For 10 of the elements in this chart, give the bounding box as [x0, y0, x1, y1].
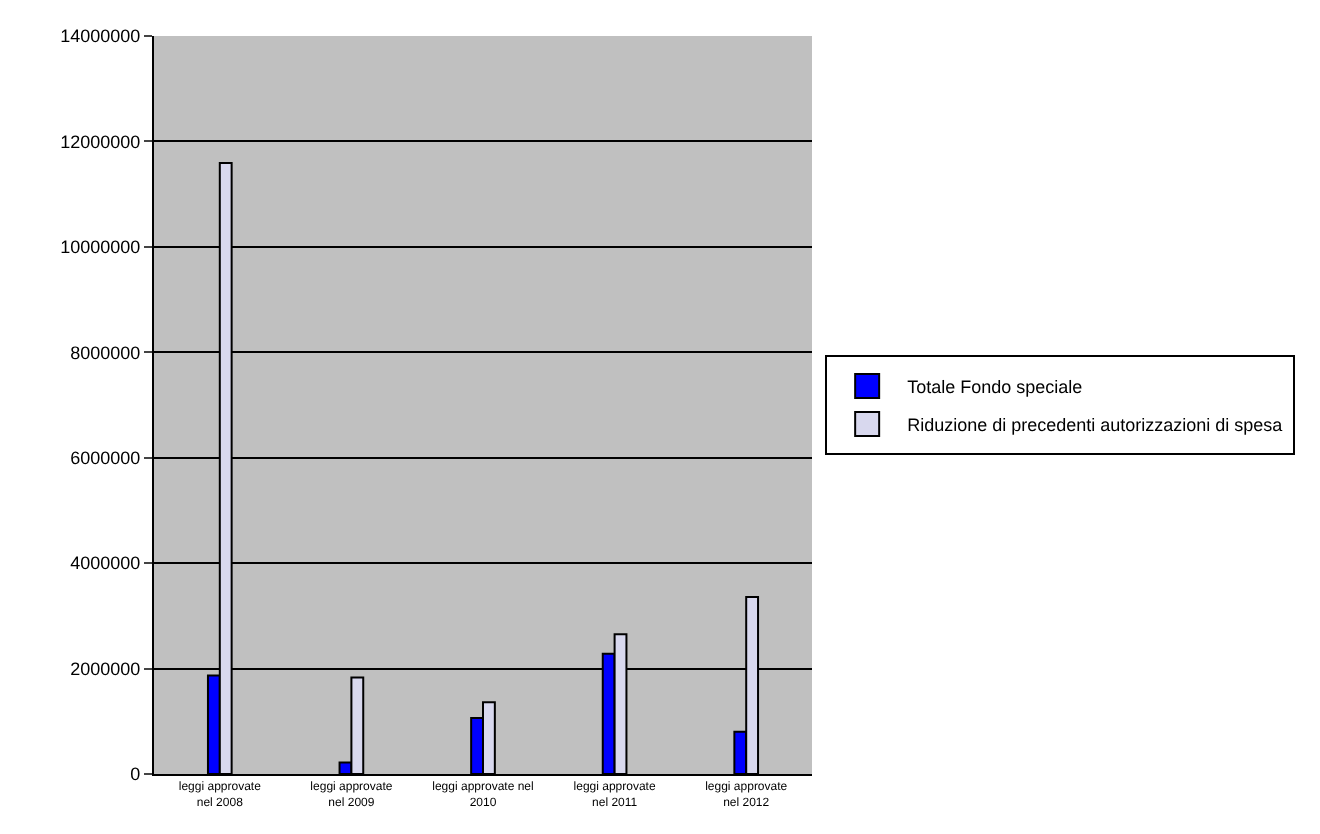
- y-tick-label: 2000000: [70, 658, 141, 679]
- legend-label: Riduzione di precedenti autorizzazioni di spesa: [907, 415, 1283, 436]
- legend-label: Totale Fondo speciale: [907, 377, 1083, 398]
- y-tick-label: 8000000: [70, 342, 141, 363]
- y-tick-label: 14000000: [60, 26, 141, 47]
- y-tick-label: 10000000: [60, 237, 141, 258]
- y-tick-label: 12000000: [60, 131, 141, 152]
- y-tick-label: 6000000: [70, 448, 141, 469]
- y-tick-label: 0: [130, 764, 141, 785]
- y-tick-label: 4000000: [70, 553, 141, 574]
